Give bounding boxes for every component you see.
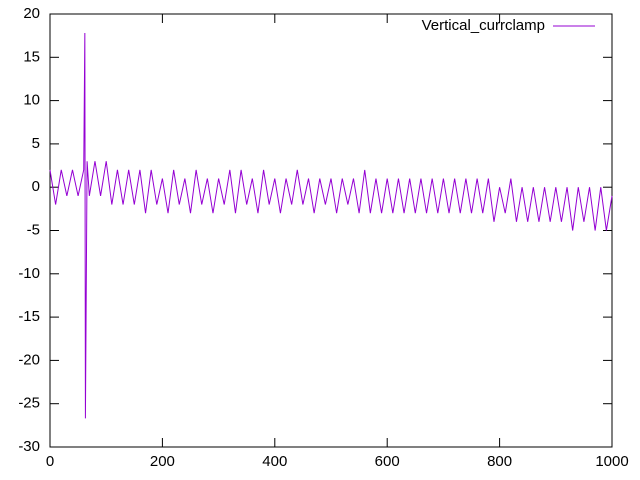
y-tick-label: -10: [18, 265, 40, 282]
y-tick-label: -25: [18, 395, 40, 412]
plot-border: [49, 13, 613, 448]
y-tick-label: 20: [23, 5, 40, 22]
y-tick-label: 5: [32, 135, 40, 152]
y-tick-label: 10: [23, 92, 40, 109]
y-tick-label: -5: [27, 221, 40, 238]
legend-label: Vertical_currclamp: [422, 17, 545, 34]
y-tick-label: 0: [32, 178, 40, 195]
x-tick-label: 200: [150, 453, 175, 470]
x-tick-label: 0: [46, 453, 54, 470]
x-tick-label: 1000: [595, 453, 628, 470]
data-line: [49, 33, 613, 419]
x-tick-label: 600: [375, 453, 400, 470]
y-tick-label: -20: [18, 351, 40, 368]
x-tick-label: 400: [262, 453, 287, 470]
y-tick-label: -30: [18, 438, 40, 455]
x-tick-label: 800: [487, 453, 512, 470]
y-tick-label: -15: [18, 308, 40, 325]
y-tick-label: 15: [23, 48, 40, 65]
